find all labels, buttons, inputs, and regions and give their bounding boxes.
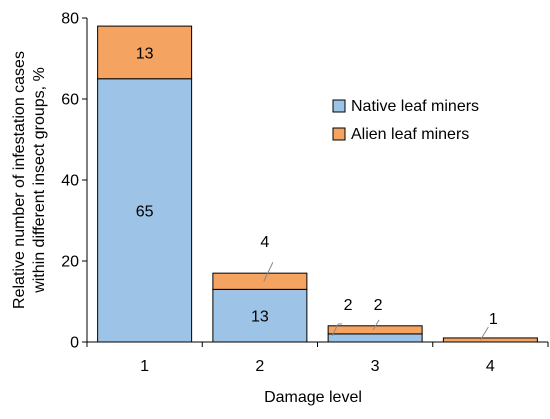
data-label-alien: 2 <box>374 297 383 314</box>
x-tick-label: 3 <box>371 358 380 375</box>
data-label-leader-line <box>331 323 339 337</box>
x-tick-label: 4 <box>486 358 495 375</box>
x-tick-label: 2 <box>255 358 264 375</box>
x-axis-label: Damage level <box>264 389 362 406</box>
y-axis-label: Relative number of infestation cases wit… <box>11 51 48 309</box>
data-label-native: 13 <box>251 309 269 326</box>
y-axis-label-line-2: within different insect groups, % <box>31 67 48 294</box>
native-bar-segment <box>97 78 193 343</box>
data-label-leader-line <box>372 319 380 331</box>
legend-label-alien: Alien leaf miners <box>351 126 469 143</box>
plot-area: 0 20 40 60 80 1 2 3 4 65 13 13 4 2 2 1 <box>61 11 549 375</box>
data-label-alien: 4 <box>260 234 269 251</box>
y-tick-label: 20 <box>61 254 79 271</box>
legend-swatch-alien <box>332 127 346 141</box>
alien-bar-segment <box>212 272 308 290</box>
y-tick-label: 80 <box>61 11 79 28</box>
y-tick-label: 60 <box>61 92 79 109</box>
data-label-native: 2 <box>344 297 353 314</box>
x-tick-label: 1 <box>140 358 149 375</box>
legend-label-native: Native leaf miners <box>351 98 479 115</box>
data-label-alien: 13 <box>136 45 154 62</box>
data-label-native: 65 <box>136 203 154 220</box>
alien-bar-segment <box>442 337 538 343</box>
data-label-alien: 1 <box>489 311 498 328</box>
alien-bar-segment <box>97 25 193 80</box>
legend-swatch-native <box>332 99 346 113</box>
native-bar-segment <box>327 333 423 343</box>
legend: Native leaf miners Alien leaf miners <box>332 98 479 143</box>
y-tick-label: 0 <box>70 335 79 352</box>
y-tick-label: 40 <box>61 173 79 190</box>
data-label-leader-line <box>263 262 274 282</box>
data-label-leader-line <box>479 326 489 341</box>
y-axis-label-line-1: Relative number of infestation cases <box>11 51 28 309</box>
